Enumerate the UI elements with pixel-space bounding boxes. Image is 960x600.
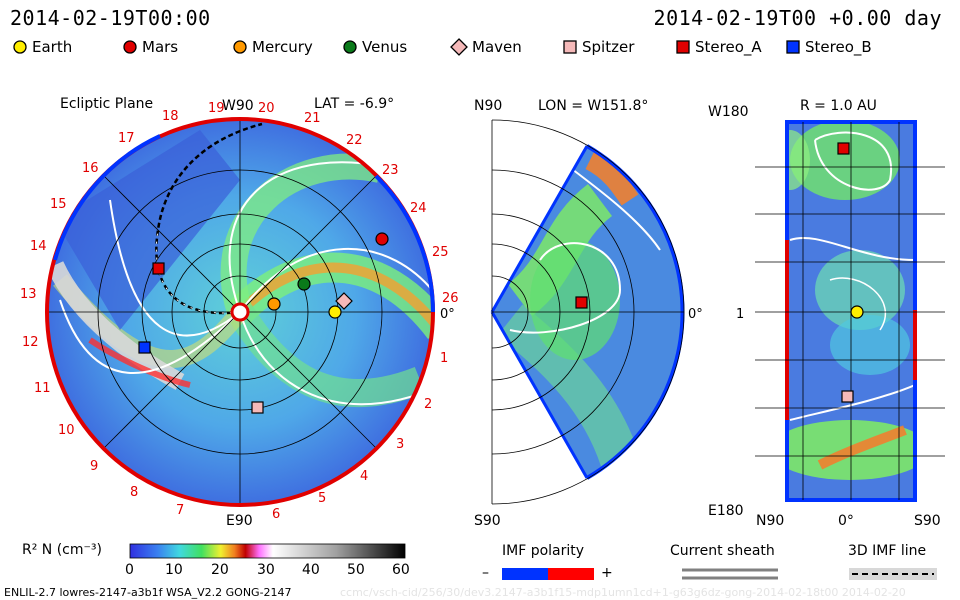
square-marker-icon (676, 40, 690, 54)
sector-number: 14 (30, 239, 47, 254)
mercury-marker (267, 297, 281, 311)
venus-marker (297, 277, 311, 291)
square-marker-icon (563, 40, 577, 54)
imf-polarity-title: IMF polarity (502, 543, 585, 559)
legend-stereo-a: Stereo_A (675, 38, 762, 56)
sector-number: 6 (272, 507, 280, 522)
radial-earth-marker (850, 305, 864, 319)
sector-number: 25 (432, 245, 449, 260)
sector-number: 26 (442, 291, 459, 306)
sector-number: 11 (34, 381, 51, 396)
stereo-a-marker (152, 262, 165, 275)
footer-model-info: ENLIL-2.7 lowres-2147-a3b1f WSA_V2.2 GON… (4, 586, 292, 599)
colorbar-tick: 50 (347, 562, 365, 578)
imf-plus-label: + (601, 565, 613, 581)
radial-n90-label: N90 (756, 513, 784, 529)
radial-plot (755, 120, 945, 502)
sector-number: 5 (318, 491, 326, 506)
current-sheath-swatch (682, 568, 778, 580)
colorbar-tick: 60 (392, 562, 410, 578)
mars-marker (375, 232, 389, 246)
colorbar-tick: 0 (125, 562, 134, 578)
imf-negative-bar (502, 568, 548, 580)
meridional-lon-label: LON = W151.8° (538, 98, 648, 114)
colorbar-tick: 10 (165, 562, 183, 578)
circle-marker-icon (123, 40, 137, 54)
radial-spitzer-marker (841, 390, 854, 403)
sector-number: 9 (90, 459, 98, 474)
density-colorbar (129, 543, 406, 559)
earth-marker (328, 305, 342, 319)
colorbar-label: R² N (cm⁻³) (22, 542, 102, 558)
legend-mercury: Mercury (232, 38, 313, 56)
legend-venus: Venus (342, 38, 407, 56)
colorbar-tick: 20 (211, 562, 229, 578)
square-marker-icon (786, 40, 800, 54)
sector-number: 10 (58, 423, 75, 438)
meridional-stereo-a-marker (575, 296, 588, 309)
radial-mid-label: 1 (736, 307, 744, 322)
colorbar-tick: 40 (302, 562, 320, 578)
left-timestamp: 2014-02-19T00:00 (10, 6, 211, 30)
radial-e180-label: E180 (708, 503, 744, 519)
legend-mars: Mars (122, 38, 178, 56)
sector-number: 23 (382, 163, 399, 178)
imf-minus-label: – (482, 565, 489, 581)
ecliptic-zero-label: 0° (440, 307, 455, 322)
ecliptic-e90-label: E90 (226, 513, 253, 529)
radial-r-label: R = 1.0 AU (800, 98, 877, 114)
legend-earth: Earth (12, 38, 72, 56)
sector-number: 12 (22, 335, 39, 350)
ecliptic-w90-label: W90 (222, 98, 254, 114)
ecliptic-lat-label: LAT = -6.9° (314, 96, 395, 112)
maven-marker (335, 292, 353, 310)
ecliptic-title: Ecliptic Plane (60, 96, 154, 112)
legend-spitzer: Spitzer (562, 38, 634, 56)
meridional-zero-label: 0° (688, 307, 703, 322)
sector-number: 8 (130, 485, 138, 500)
radial-zero-label: 0° (838, 513, 854, 529)
sector-number: 4 (360, 469, 368, 484)
meridional-s90-label: S90 (474, 513, 501, 529)
current-sheath-title: Current sheath (670, 543, 775, 559)
stereo-b-marker (138, 341, 151, 354)
sector-number: 18 (162, 109, 179, 124)
meridional-plot (490, 119, 685, 505)
meridional-n90-label: N90 (474, 98, 502, 114)
imf-line-title: 3D IMF line (848, 543, 927, 559)
radial-stereo-a-marker (837, 142, 850, 155)
circle-marker-icon (233, 40, 247, 54)
radial-w180-label: W180 (708, 104, 749, 120)
diamond-marker-icon (450, 38, 468, 56)
sector-number: 16 (82, 161, 99, 176)
sector-number: 15 (50, 197, 67, 212)
sector-number: 24 (410, 201, 427, 216)
sector-number: 21 (304, 111, 321, 126)
sector-number: 13 (20, 287, 37, 302)
sector-number: 2 (424, 397, 432, 412)
ecliptic-disk (45, 117, 435, 507)
circle-marker-icon (343, 40, 357, 54)
imf-positive-bar (548, 568, 594, 580)
spitzer-marker (251, 401, 264, 414)
sector-number: 19 (208, 101, 225, 116)
radial-s90-label: S90 (914, 513, 941, 529)
sector-number: 22 (346, 133, 363, 148)
colorbar-tick: 30 (257, 562, 275, 578)
footer-run-info: ccmc/vsch-cid/256/30/dev3.2147-a3b1f15-m… (340, 586, 906, 599)
legend-maven: Maven (450, 38, 522, 56)
sun-icon (230, 302, 250, 322)
right-timestamp: 2014-02-19T00 +0.00 day (653, 6, 942, 30)
legend-stereo-b: Stereo_B (785, 38, 872, 56)
sector-number: 3 (396, 437, 404, 452)
sector-number: 7 (176, 503, 184, 518)
imf-line-swatch (849, 568, 937, 580)
sector-number: 1 (440, 351, 448, 366)
sector-numbers: 1 2 3 4 5 6 7 8 9 10 11 12 13 14 15 16 1… (20, 101, 459, 522)
circle-marker-icon (13, 40, 27, 54)
sector-number: 20 (258, 101, 275, 116)
sector-number: 17 (118, 131, 135, 146)
